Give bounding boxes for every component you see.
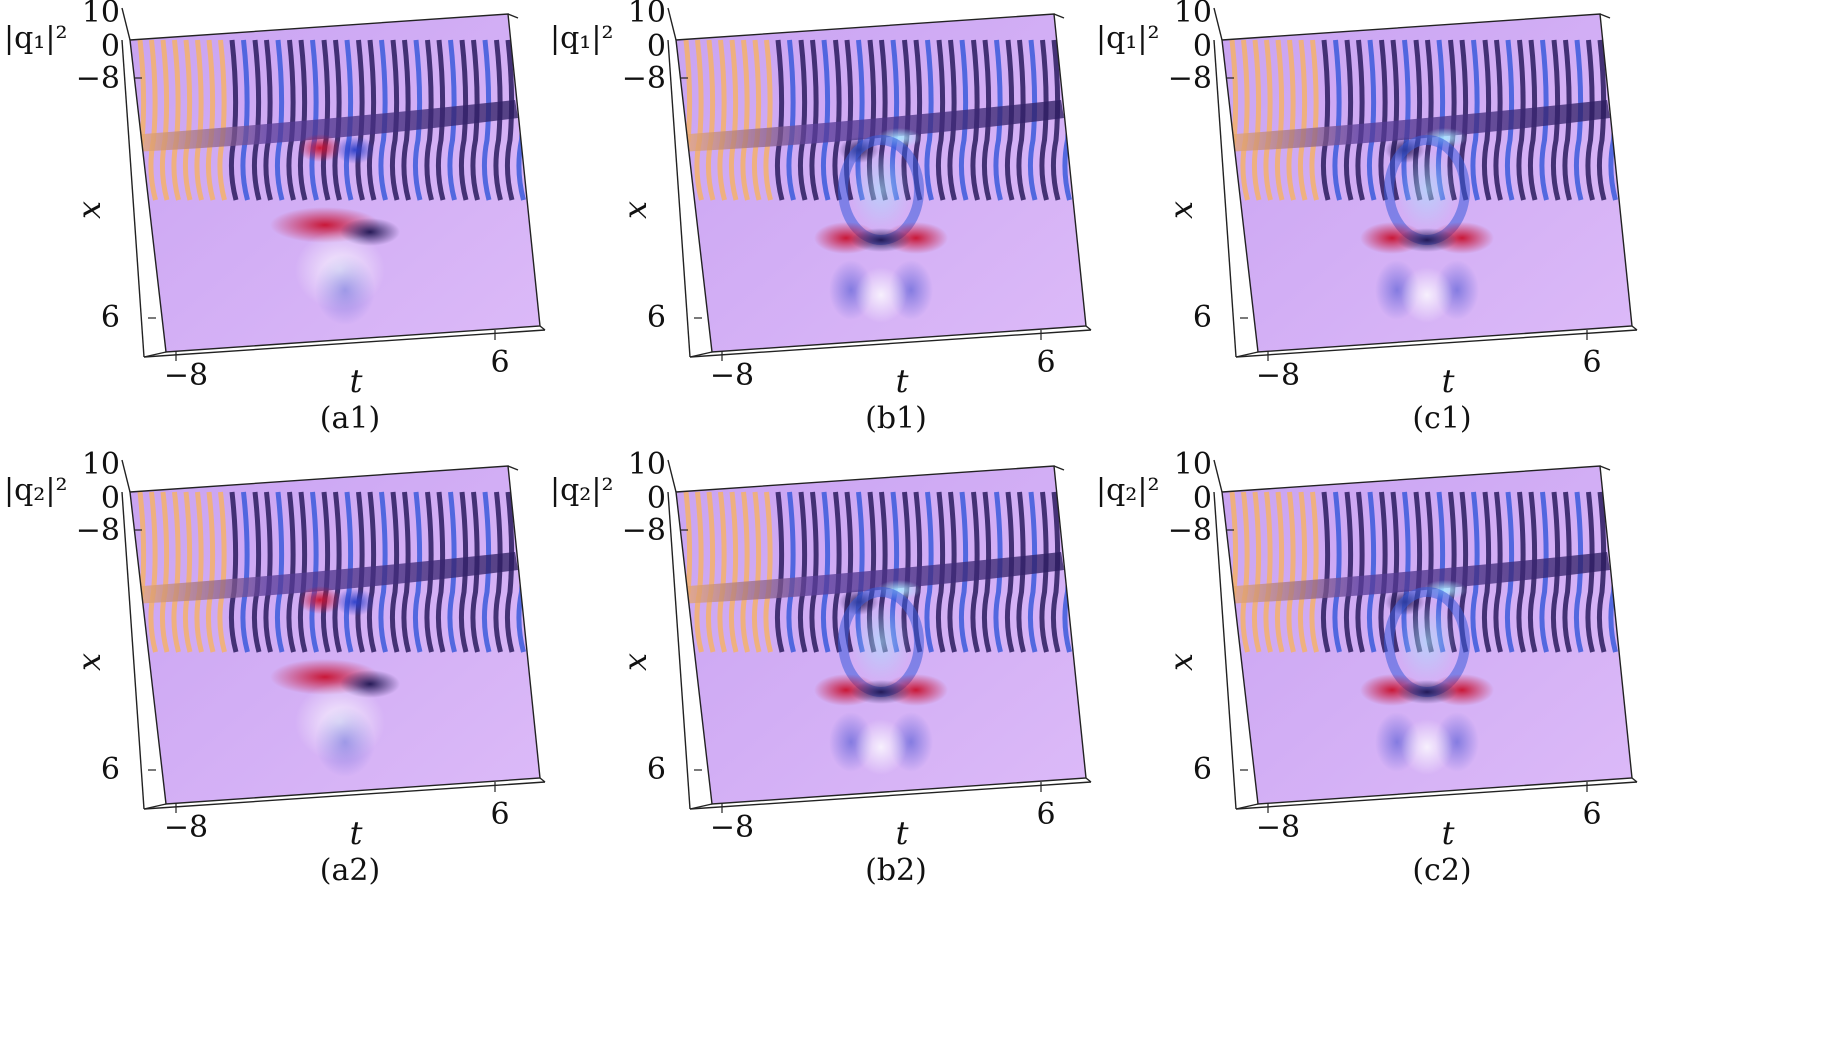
tick-marks	[134, 529, 496, 813]
ridge-band	[676, 552, 1064, 604]
localized-structure	[1360, 128, 1494, 323]
t-tick-label: 6	[1582, 345, 1601, 380]
t-axis-label: t	[896, 362, 909, 400]
ridge-band	[130, 552, 518, 604]
z-tick-label: 10	[1174, 0, 1212, 30]
panel-caption: (b2)	[865, 853, 927, 888]
tick-marks	[680, 529, 1042, 813]
axes-box	[121, 7, 546, 358]
t-axis-label: t	[896, 814, 909, 852]
z-axis-label: |q₂|²	[1096, 473, 1159, 508]
localized-structure	[270, 134, 400, 325]
t-tick-label: −8	[710, 358, 754, 393]
x-axis-label: x	[616, 201, 654, 219]
t-axis-label: t	[1442, 362, 1455, 400]
z-axis-label: |q₁|²	[1096, 21, 1159, 56]
x-axis-label: x	[1162, 653, 1200, 671]
z-axis-label: |q₂|²	[4, 473, 67, 508]
z-tick-label: 0	[647, 29, 666, 64]
z-tick-label: 10	[82, 0, 120, 30]
z-tick-label: −8	[1168, 61, 1212, 96]
x-tick-label: 6	[1193, 752, 1212, 787]
localized-structure	[270, 586, 400, 777]
x-tick-label: 6	[101, 300, 120, 335]
t-tick-label: −8	[164, 810, 208, 845]
panel-caption: (c1)	[1412, 401, 1471, 436]
t-tick-label: 6	[490, 345, 509, 380]
z-tick-label: −8	[76, 513, 120, 548]
z-tick-label: −8	[622, 513, 666, 548]
panel-caption: (a2)	[320, 853, 380, 888]
surface-pattern	[1222, 39, 1618, 323]
localized-structure	[814, 128, 948, 323]
ridge-band	[1222, 552, 1610, 604]
x-tick-label: 6	[647, 752, 666, 787]
z-axis-label: |q₁|²	[550, 21, 613, 56]
ridge-band	[1222, 100, 1610, 152]
x-axis-label: x	[1162, 201, 1200, 219]
z-tick-label: 0	[101, 481, 120, 516]
x-tick-label: 6	[647, 300, 666, 335]
x-tick-label: 6	[101, 752, 120, 787]
x-axis-label: x	[70, 201, 108, 219]
surface-pattern	[1222, 491, 1618, 775]
t-tick-label: 6	[490, 797, 509, 832]
axes-box	[667, 459, 1092, 810]
tick-marks	[134, 77, 496, 361]
axes-box	[1213, 459, 1638, 810]
z-tick-label: 10	[628, 447, 666, 482]
axes-box	[1213, 7, 1638, 358]
z-tick-label: −8	[1168, 513, 1212, 548]
t-tick-label: −8	[164, 358, 208, 393]
tick-marks	[1226, 529, 1588, 813]
localized-structure	[1360, 580, 1494, 775]
t-axis-label: t	[350, 814, 363, 852]
ridge-band	[130, 100, 518, 152]
surface-pattern	[130, 39, 526, 325]
z-tick-label: 0	[1193, 481, 1212, 516]
z-tick-label: −8	[622, 61, 666, 96]
axes-box	[667, 7, 1092, 358]
z-tick-label: −8	[76, 61, 120, 96]
z-tick-label: 10	[1174, 447, 1212, 482]
t-tick-label: −8	[710, 810, 754, 845]
x-axis-label: x	[616, 653, 654, 671]
z-axis-label: |q₁|²	[4, 21, 67, 56]
z-tick-label: 0	[1193, 29, 1212, 64]
tick-marks	[1226, 77, 1588, 361]
x-axis-label: x	[70, 653, 108, 671]
ridge-band	[676, 100, 1064, 152]
z-axis-label: |q₂|²	[550, 473, 613, 508]
t-tick-label: 6	[1036, 797, 1055, 832]
axes-box	[121, 459, 546, 810]
t-axis-label: t	[350, 362, 363, 400]
localized-structure	[814, 580, 948, 775]
z-tick-label: 0	[101, 29, 120, 64]
panel-caption: (c2)	[1412, 853, 1471, 888]
t-tick-label: −8	[1256, 810, 1300, 845]
t-tick-label: 6	[1582, 797, 1601, 832]
t-tick-label: 6	[1036, 345, 1055, 380]
z-tick-label: 10	[82, 447, 120, 482]
x-tick-label: 6	[1193, 300, 1212, 335]
z-tick-label: 0	[647, 481, 666, 516]
panel-caption: (b1)	[865, 401, 927, 436]
t-axis-label: t	[1442, 814, 1455, 852]
tick-marks	[680, 77, 1042, 361]
z-tick-label: 10	[628, 0, 666, 30]
t-tick-label: −8	[1256, 358, 1300, 393]
panel-caption: (a1)	[320, 401, 380, 436]
